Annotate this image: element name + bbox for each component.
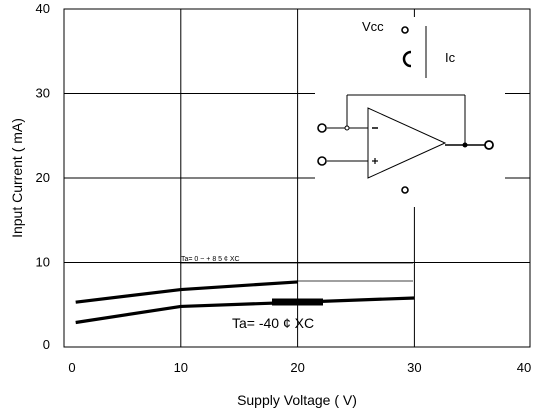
x-tick-label: 30 — [407, 360, 421, 375]
input-minus-terminal — [317, 123, 327, 133]
opamp-schematic: Vcc Ic — [315, 17, 505, 207]
ta-lower-label: Ta= -40 ¢ XC — [232, 315, 314, 331]
series-line-2 — [75, 296, 415, 325]
y-axis-title: Input Current ( mA) — [9, 118, 25, 238]
output-junction — [462, 142, 468, 148]
y-tick-label: 30 — [36, 86, 50, 101]
y-tick-label: 40 — [36, 1, 50, 16]
x-axis-title: Supply Voltage ( V) — [237, 392, 357, 408]
vcc-terminal — [401, 26, 409, 34]
junction-dot — [344, 125, 350, 131]
y-tick-labels: 0 10 20 30 40 — [36, 1, 50, 352]
y-tick-label: 0 — [43, 337, 50, 352]
y-tick-label: 10 — [36, 255, 50, 270]
x-tick-label: 40 — [517, 360, 531, 375]
series-line-1 — [75, 280, 298, 304]
plot-frame — [63, 8, 531, 348]
schematic-background — [315, 17, 505, 207]
opamp-triangle — [367, 107, 447, 179]
series — [75, 280, 415, 325]
y-tick-label: 20 — [36, 170, 50, 185]
input-plus-terminal — [317, 156, 327, 166]
x-tick-labels: 0 10 20 30 40 — [68, 360, 531, 375]
ta-upper-label: Ta= 0 ~ + 8 5 ¢ XC — [181, 256, 240, 263]
x-tick-label: 0 — [68, 360, 75, 375]
current-arrow-symbol — [402, 50, 412, 68]
output-terminal — [484, 140, 494, 150]
vcc-label: Vcc — [362, 19, 384, 34]
x-tick-label: 10 — [174, 360, 188, 375]
ground-terminal — [401, 186, 409, 194]
x-tick-label: 20 — [290, 360, 304, 375]
ic-label: Ic — [445, 50, 456, 65]
